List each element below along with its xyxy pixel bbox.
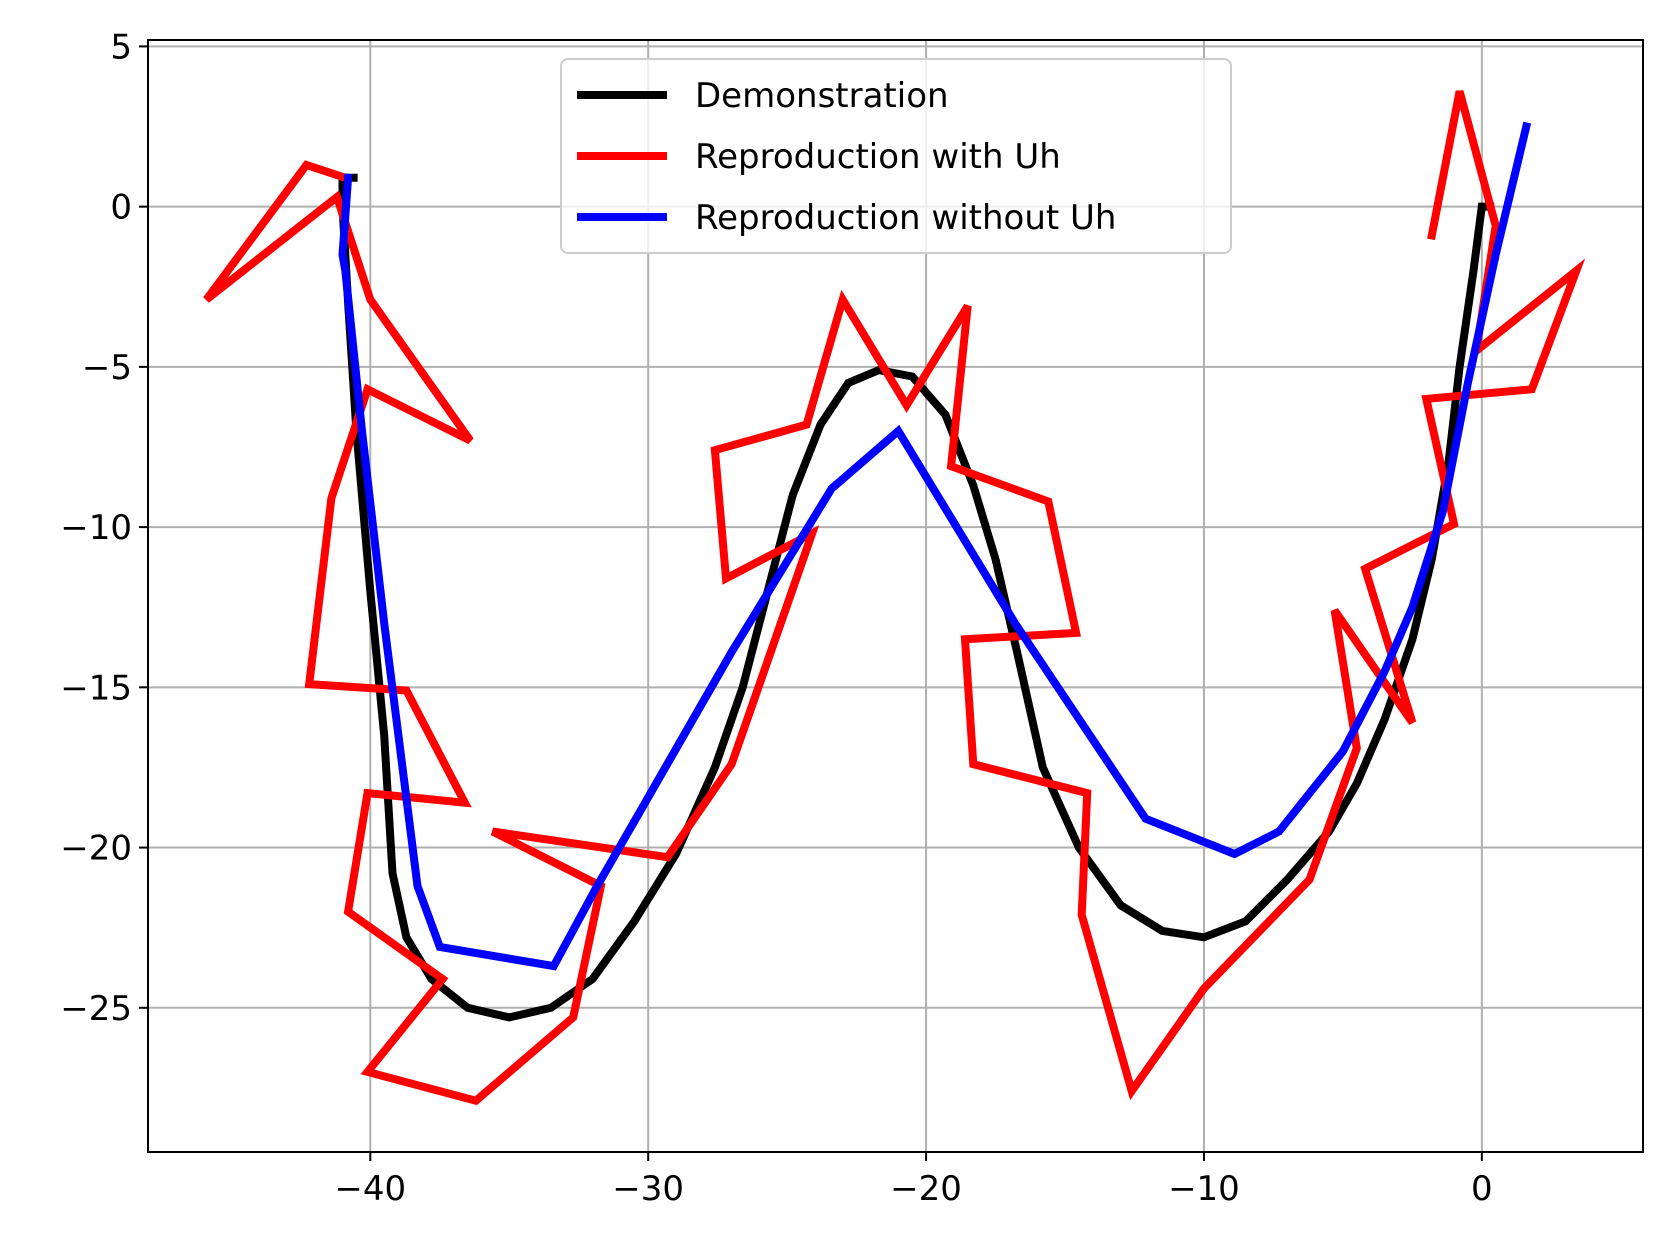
y-tick-label: 0 [110,188,132,228]
series-layer [203,90,1586,1106]
y-tick-label: −5 [82,348,132,388]
series-line-reproduction-without-uh [338,121,1532,971]
tick-layer: −40 −30 −20 −10 0 5 0 −5 −10 −15 −20 −25 [60,27,1492,1209]
y-tick-label: −25 [60,989,132,1029]
plot-frame [147,39,1644,1153]
legend-label-reproduction-without-uh: Reproduction without Uh [695,198,1116,238]
x-tick-label: 0 [1471,1169,1493,1209]
series-line-reproduction-with-uh [203,90,1586,1106]
legend-box [560,58,1232,254]
legend-label-demonstration: Demonstration [695,76,949,116]
x-tick-label: −20 [890,1169,962,1209]
y-tick-label: 5 [110,27,132,67]
legend: Demonstration Reproduction with Uh Reprodu… [560,58,1232,254]
x-tick-label: −40 [334,1169,406,1209]
x-tick-label: −30 [612,1169,684,1209]
legend-label-reproduction-with-uh: Reproduction with Uh [695,137,1061,177]
y-tick-label: −15 [60,668,132,708]
y-tick-label: −20 [60,829,132,869]
series-line-demonstration [338,173,1495,1022]
x-tick-label: −10 [1168,1169,1240,1209]
y-tick-label: −10 [60,508,132,548]
